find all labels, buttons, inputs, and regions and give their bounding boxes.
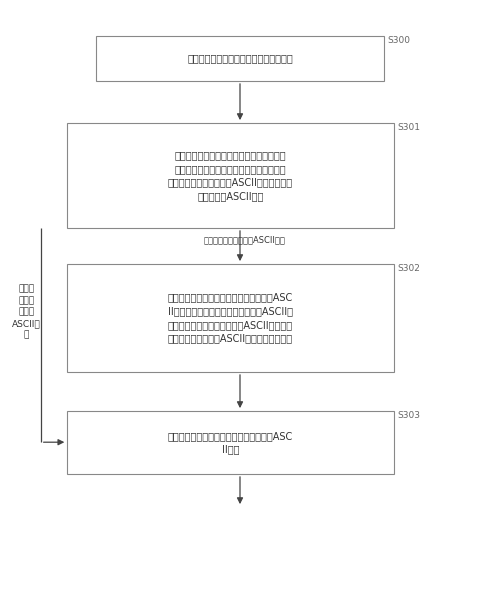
- Text: S300: S300: [388, 36, 411, 45]
- Text: 根据预设的转换规则将支持显示的非标准ASC
II字符转换为对应的支持显示的标准ASCII字
符，其中，支持显示的非标准ASCII字符与对
应的支持显示的标准AS: 根据预设的转换规则将支持显示的非标准ASC II字符转换为对应的支持显示的标准A…: [168, 293, 293, 343]
- Bar: [67, 123, 394, 228]
- Text: S302: S302: [397, 264, 420, 273]
- Text: 根据预设的编码方式解析得到字符的编码: 根据预设的编码方式解析得到字符的编码: [187, 53, 293, 64]
- Text: 根据解析得到的字符的编码确定字符所属的
预先划分的字符类型，所述预先划分的字符
类型包括支持显示的标准ASCII字符和支持显
示的非标准ASCII字符: 根据解析得到的字符的编码确定字符所属的 预先划分的字符类型，所述预先划分的字符 …: [168, 150, 293, 201]
- Text: S301: S301: [397, 123, 420, 132]
- Text: S303: S303: [397, 411, 420, 420]
- Bar: [96, 36, 384, 81]
- Text: 属于支
持显示
的标准
ASCII字
符: 属于支 持显示 的标准 ASCII字 符: [12, 284, 41, 340]
- Bar: [67, 264, 394, 372]
- Text: 在真空荧光显示器上显示支持显示的标准ASC
II字符: 在真空荧光显示器上显示支持显示的标准ASC II字符: [168, 431, 293, 454]
- Bar: [67, 411, 394, 474]
- Text: 属于支持显示的非标准ASCII字符: 属于支持显示的非标准ASCII字符: [204, 235, 286, 245]
